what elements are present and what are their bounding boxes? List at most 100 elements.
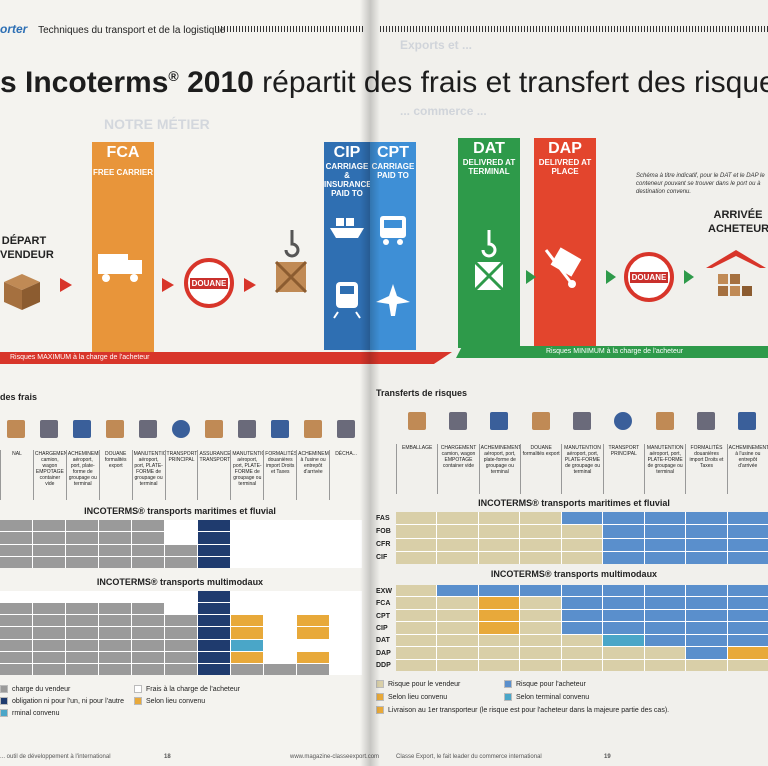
grid-cell <box>297 556 329 568</box>
grid-cell <box>603 647 644 659</box>
warehouse-icon <box>706 250 766 296</box>
grid-cell <box>727 525 768 538</box>
grid-cell <box>330 651 362 663</box>
grid-cell <box>603 551 644 564</box>
grid-cell <box>132 532 164 544</box>
grid-cell <box>264 520 296 532</box>
grid-cell <box>603 609 644 622</box>
grid-cell <box>33 520 65 532</box>
grid-cell <box>264 532 296 544</box>
grid-cell <box>396 597 437 609</box>
grid-cell <box>0 651 32 663</box>
grid-cell <box>330 603 362 615</box>
douane-label: DOUANE <box>189 277 229 289</box>
grid-cell <box>231 663 263 675</box>
footer-url: www.magazine-classeexport.com <box>290 754 380 760</box>
grid-cell <box>99 603 131 615</box>
grid-cell <box>330 556 362 568</box>
legend-item: charge du vendeur <box>0 685 70 693</box>
grid-cell <box>644 609 686 622</box>
transport-step-icon <box>614 412 633 430</box>
column-header: ACHEMINEMENT à l'usine ou entrepôt d'arr… <box>726 444 768 494</box>
grid-cell <box>727 609 768 622</box>
arrow-right-icon <box>162 278 174 292</box>
grid-cell <box>396 622 437 634</box>
grid-cell <box>396 609 437 622</box>
grid-cell <box>0 591 32 603</box>
grid-cell <box>231 627 263 639</box>
legend-label: Frais à la charge de l'acheteur <box>146 685 240 693</box>
grid-cell <box>33 663 65 675</box>
legend-swatch <box>504 693 512 701</box>
grid-cell <box>132 591 164 603</box>
grid-cell <box>0 639 32 651</box>
grid-cell <box>437 597 478 609</box>
page-title: s Incoterms® 2010 répartit des frais et … <box>0 66 768 100</box>
column-header: ASSURANCE TRANSPORT <box>197 450 230 500</box>
grid-cell <box>198 544 230 556</box>
ghost-heading-left: NOTRE MÉTIER <box>104 116 210 132</box>
grid-cell <box>437 647 478 659</box>
grid-cell <box>644 659 686 671</box>
grid-cell <box>66 651 98 663</box>
grid-cell <box>727 634 768 647</box>
grid-cell <box>297 639 329 651</box>
grid-cell <box>231 520 263 532</box>
grid-cell <box>165 520 197 532</box>
row-label: CFR <box>376 541 391 548</box>
grid-cell <box>297 591 329 603</box>
legend-swatch <box>376 693 384 701</box>
transport-step-icon <box>7 420 26 438</box>
grid-cell <box>231 615 263 627</box>
grid-cell <box>264 651 296 663</box>
grid-cell <box>297 544 329 556</box>
grid-cell <box>198 663 230 675</box>
dap-label: DELIVRED AT PLACE <box>538 158 592 176</box>
cpt-label: CARRIAGE PAID TO <box>371 162 415 180</box>
cip-label: CARRIAGE & INSURANCE PAID TO <box>324 162 372 198</box>
grid-cell <box>33 544 65 556</box>
grid-cell <box>603 634 644 647</box>
transport-step-icon <box>106 420 125 438</box>
grid-cell <box>165 651 197 663</box>
grid-cell <box>165 639 197 651</box>
legend-item: Selon lieu convenu <box>134 697 205 705</box>
grid-cell <box>727 597 768 609</box>
grid-cell <box>33 651 65 663</box>
train-icon <box>333 282 361 319</box>
column-header: ACHEMINEMENT à l'usine ou entrepôt d'arr… <box>296 450 329 500</box>
grid-cell <box>132 627 164 639</box>
grid-cell <box>396 659 437 671</box>
column-header: DOUANE formalités export <box>98 450 132 500</box>
grid-cell <box>603 512 644 525</box>
title-reg: ® <box>168 68 179 84</box>
grid-cell <box>644 538 686 551</box>
grid-cell <box>478 634 520 647</box>
transport-step-icon <box>655 412 674 430</box>
grid-cell <box>99 520 131 532</box>
grid-cell <box>396 585 437 597</box>
grid-cell <box>686 609 727 622</box>
transport-step-icon <box>490 412 509 430</box>
grid-cell <box>727 659 768 671</box>
column-header: TRANSPORT PRINCIPAL <box>164 450 198 500</box>
depart-vendeur: DÉPART VENDEUR <box>0 235 54 261</box>
grid-cell <box>0 532 32 544</box>
title-rest: répartit des frais et transfert des risq… <box>253 66 768 99</box>
grid-cell <box>478 585 520 597</box>
legend-swatch <box>376 706 384 714</box>
column-header: MANUTENTION aéroport, port, PLATE-FORME … <box>644 444 685 494</box>
grid-cell <box>686 551 727 564</box>
section-frais: des frais <box>0 392 38 402</box>
grid-cell <box>231 556 263 568</box>
douane-label: DOUANE <box>629 271 669 283</box>
grid-cell <box>132 615 164 627</box>
band-multi-left: INCOTERMS® transports multimodaux <box>96 577 264 587</box>
lorry-icon <box>380 216 406 245</box>
row-label: FCA <box>376 600 391 608</box>
grid-cell <box>132 544 164 556</box>
grid-cell <box>437 609 478 622</box>
row-label: CIP <box>376 624 388 632</box>
grid-cell <box>66 603 98 615</box>
grid-cell <box>231 603 263 615</box>
